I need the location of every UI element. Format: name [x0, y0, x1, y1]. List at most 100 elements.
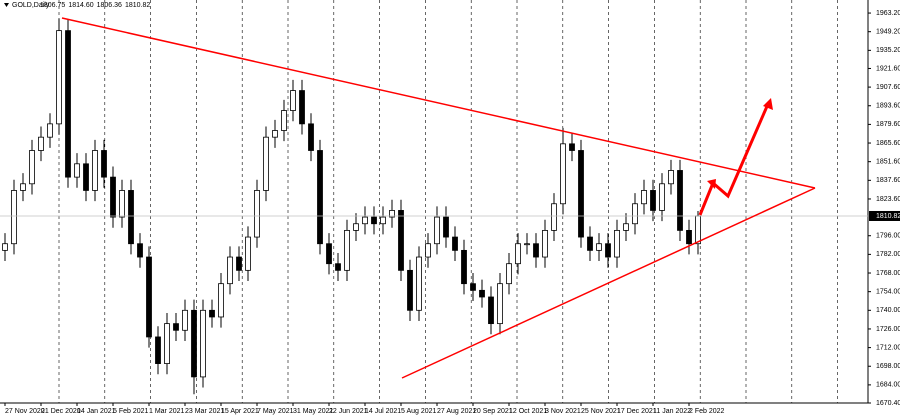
- x-tick-label: 5 Aug 2021: [401, 408, 437, 415]
- x-tick-label: 3 Nov 2021: [545, 408, 581, 415]
- x-tick-label: 14 Jul 2021: [365, 408, 401, 415]
- candle-body: [434, 216, 440, 245]
- candle-body: [11, 190, 17, 245]
- candle-body: [632, 203, 638, 225]
- candle-body: [470, 283, 476, 291]
- candle-body: [182, 309, 188, 331]
- upper-trendline: [61, 17, 816, 189]
- header-values: 1806.75 1814.60 1806.36 1810.82: [40, 2, 150, 9]
- header-value: 1806.36: [97, 2, 122, 9]
- candle-body: [695, 215, 701, 245]
- x-tick-label: 27 Nov 2020: [5, 408, 45, 415]
- candle-body: [614, 229, 620, 258]
- current-price-box: [869, 210, 900, 221]
- symbol-icon: [4, 3, 9, 7]
- candle-body: [128, 190, 134, 245]
- arrowhead: [763, 98, 773, 110]
- y-tick-label: 1796.00: [876, 233, 900, 240]
- candle-body: [497, 283, 503, 325]
- candle-body: [254, 190, 260, 238]
- candle-body: [227, 256, 233, 285]
- y-tick-label: 1907.60: [876, 84, 900, 91]
- y-tick-label: 1851.60: [876, 159, 900, 166]
- candle-body: [641, 190, 647, 205]
- candle-body: [452, 236, 458, 251]
- candle-body: [371, 216, 377, 225]
- candle-body: [425, 243, 431, 258]
- candle-body: [74, 163, 80, 178]
- candle-body: [533, 243, 539, 258]
- candle-body: [407, 269, 413, 311]
- candle-body: [443, 216, 449, 238]
- candle-body: [479, 289, 485, 298]
- forecast-arrow: [698, 103, 770, 216]
- x-tick-label: 22 Jun 2021: [329, 408, 368, 415]
- candle-body: [344, 229, 350, 271]
- candle-body: [92, 150, 98, 191]
- current-price-label: 1810.82: [876, 213, 900, 220]
- candle-body: [299, 90, 305, 125]
- candle-body: [362, 216, 368, 225]
- chart-title: GOLD,Daily: [12, 2, 50, 9]
- candle-body: [659, 183, 665, 211]
- candle-body: [623, 223, 629, 231]
- candle-body: [398, 210, 404, 271]
- candle-body: [245, 236, 251, 271]
- x-tick-label: 2 Feb 2022: [689, 408, 725, 415]
- candle-body: [317, 150, 323, 245]
- candle-body: [29, 150, 35, 185]
- y-tick-label: 1963.20: [876, 10, 900, 17]
- candle-body: [65, 30, 71, 178]
- candle-body: [686, 229, 692, 245]
- y-tick-label: 1740.00: [876, 307, 900, 314]
- candle-body: [155, 336, 161, 364]
- candle-body: [668, 170, 674, 185]
- x-tick-label: 5 Feb 2021: [113, 408, 149, 415]
- candle-body: [380, 216, 386, 225]
- candle-body: [20, 183, 26, 191]
- candle-body: [542, 229, 548, 258]
- plot: [0, 18, 868, 395]
- candle-body: [281, 110, 287, 131]
- candle-body: [353, 223, 359, 231]
- candle-body: [308, 123, 314, 151]
- y-tick-label: 1712.00: [876, 344, 900, 351]
- candle-body: [560, 143, 566, 205]
- y-tick-label: 1893.60: [876, 103, 900, 110]
- x-tick-label: 23 Mar 2021: [185, 408, 224, 415]
- y-tick-label: 1782.00: [876, 251, 900, 258]
- y-tick-label: 1921.60: [876, 65, 900, 72]
- y-tick-label: 1684.00: [876, 382, 900, 389]
- candle-body: [587, 236, 593, 251]
- y-tick-label: 1865.60: [876, 140, 900, 147]
- candle-body: [488, 296, 494, 325]
- x-tick-label: 11 Jan 2022: [653, 408, 691, 415]
- y-tick-label: 1949.20: [876, 29, 900, 36]
- x-tick-label: 31 May 2021: [293, 408, 334, 415]
- candle-body: [551, 203, 557, 231]
- candle-body: [200, 309, 206, 378]
- header-value: 1814.60: [68, 2, 93, 9]
- candle-body: [218, 283, 224, 318]
- candle-body: [506, 263, 512, 285]
- lower-trendline: [401, 187, 816, 379]
- header-value: 1806.75: [40, 2, 65, 9]
- candle-body: [389, 210, 395, 218]
- header-value: 1810.82: [125, 2, 150, 9]
- candle-body: [101, 150, 107, 178]
- candle-body: [416, 256, 422, 311]
- candle-body: [209, 309, 215, 318]
- x-tick-label: 14 Jan 2021: [77, 408, 116, 415]
- y-tick-label: 1879.60: [876, 121, 900, 128]
- candle-body: [596, 243, 602, 251]
- x-tick-label: 7 May 2021: [257, 408, 294, 415]
- x-tick-label: 27 Aug 2021: [437, 408, 476, 415]
- x-tick-label: 21 Dec 2020: [41, 408, 81, 415]
- candle-body: [272, 130, 278, 138]
- candle-body: [650, 190, 656, 211]
- candle-body: [461, 249, 467, 285]
- x-tick-label: 20 Sep 2021: [473, 408, 513, 415]
- x-tick-label: 1 Mar 2021: [149, 408, 185, 415]
- candle-body: [38, 136, 44, 151]
